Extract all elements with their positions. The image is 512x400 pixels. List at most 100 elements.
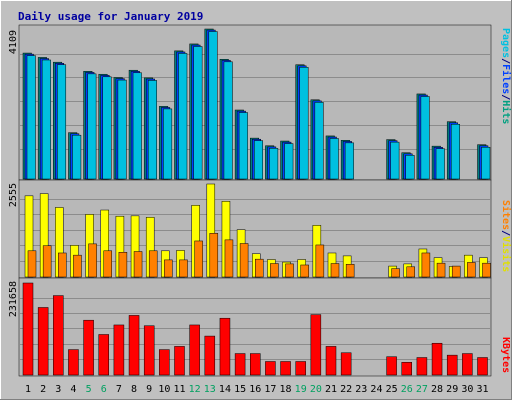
kbytes-bar <box>280 361 291 376</box>
x-tick-label: 18 <box>280 384 292 395</box>
pages-bar <box>193 46 203 180</box>
x-tick-label: 3 <box>55 384 61 395</box>
pages-bar <box>26 55 36 180</box>
pages-bar <box>420 96 430 180</box>
sites-bar <box>148 250 158 278</box>
x-tick-label: 30 <box>461 384 473 395</box>
sites-bar <box>133 251 143 278</box>
y-max-label: 4109 <box>8 30 19 54</box>
sites-bar <box>345 264 355 278</box>
pages-bar <box>41 59 51 180</box>
x-tick-label: 10 <box>158 384 170 395</box>
kbytes-bar <box>53 295 64 376</box>
pages-bar <box>223 61 233 180</box>
sites-bar <box>406 266 415 278</box>
pages-bar <box>405 155 415 180</box>
pages-bar <box>57 64 67 180</box>
pages-bar <box>435 148 445 180</box>
x-tick-label: 21 <box>325 384 337 395</box>
x-tick-label: 16 <box>249 384 261 395</box>
kbytes-bar <box>219 317 231 376</box>
kbytes-bar <box>113 324 125 376</box>
gridlines <box>20 54 490 150</box>
pages-bar <box>254 140 263 180</box>
sites-bar <box>330 263 340 278</box>
kbytes-bar <box>98 334 109 376</box>
x-tick-label: 12 <box>189 384 201 395</box>
kbytes-bar <box>250 353 261 376</box>
x-tick-label: 19 <box>295 384 307 395</box>
kbytes-bar <box>386 356 397 376</box>
bars <box>22 282 488 376</box>
pages-bar <box>269 148 279 180</box>
x-tick-label: 5 <box>86 384 92 395</box>
sites-bar <box>315 244 325 278</box>
sites-bar <box>421 252 431 278</box>
kbytes-bar <box>68 349 79 376</box>
sites-bar <box>239 243 249 278</box>
x-tick-label: 27 <box>416 384 428 395</box>
x-tick-label: 15 <box>234 384 246 395</box>
sites-bar <box>179 259 188 278</box>
pages-bar <box>102 76 112 180</box>
kbytes-bar <box>22 282 34 376</box>
sites-bar <box>436 262 446 278</box>
x-tick-label: 24 <box>370 384 382 395</box>
hits-files-pages-panel: 4109 Pages/Files/Hits <box>8 24 512 181</box>
x-tick-label: 14 <box>219 384 231 395</box>
pages-bar <box>117 79 127 180</box>
sites-bar <box>118 251 128 278</box>
x-tick-label: 11 <box>173 384 185 395</box>
pages-bar <box>314 102 324 180</box>
x-axis-day-labels: 1 2 3 4 5 6 7 8 9 10 11 12 13 14 15 16 17 18 19 20 21 22 23 24 2… <box>25 384 489 395</box>
kbytes-bar <box>265 361 276 376</box>
legend-entry: Sites <box>500 200 512 230</box>
x-tick-label: 23 <box>355 384 367 395</box>
pages-bar <box>481 146 491 180</box>
pages-bar <box>163 108 173 180</box>
kbytes-bar <box>83 319 94 376</box>
kbytes-bar <box>310 314 322 376</box>
kbytes-bar <box>159 349 170 376</box>
pages-bar <box>147 80 157 180</box>
legend-entry: / <box>500 94 511 100</box>
sites-bar <box>285 263 294 278</box>
pages-bar <box>238 112 248 180</box>
sites-bar <box>88 243 97 278</box>
pages-bar <box>132 72 142 180</box>
legend-entry: / <box>500 230 511 236</box>
pages-bar <box>299 67 309 180</box>
x-tick-label: 25 <box>386 384 398 395</box>
legend-entry: Hits <box>500 100 512 124</box>
y-max-label: 231658 <box>8 281 19 317</box>
x-tick-label: 20 <box>310 384 322 395</box>
kbytes-bar <box>462 353 473 376</box>
legend-entry: / <box>500 58 511 64</box>
x-tick-label: 17 <box>264 384 276 395</box>
x-tick-label: 1 <box>25 384 31 395</box>
sites-bar <box>391 268 400 278</box>
sites-bar <box>103 250 112 278</box>
sites-bar <box>58 252 67 278</box>
pages-bar <box>178 53 188 180</box>
x-tick-label: 8 <box>131 384 137 395</box>
legend-entry: Files <box>500 64 512 94</box>
bars <box>24 183 491 278</box>
kbytes-bar <box>431 342 443 376</box>
bars <box>22 28 491 180</box>
sites-bar <box>164 259 173 278</box>
sites-bar <box>451 265 461 278</box>
sites-bar <box>224 239 234 278</box>
y-max-label: 2555 <box>8 183 19 207</box>
sites-bar <box>27 250 37 278</box>
visits-sites-panel: 2555 Sites/Visits <box>8 179 512 279</box>
x-tick-label: 7 <box>116 384 122 395</box>
x-tick-label: 4 <box>70 384 76 395</box>
kbytes-bar <box>143 325 155 376</box>
pages-bar <box>72 134 82 180</box>
x-tick-label: 28 <box>431 384 443 395</box>
x-tick-label: 9 <box>146 384 152 395</box>
kbytes-bar <box>234 353 246 376</box>
kbytes-bar <box>295 361 306 376</box>
